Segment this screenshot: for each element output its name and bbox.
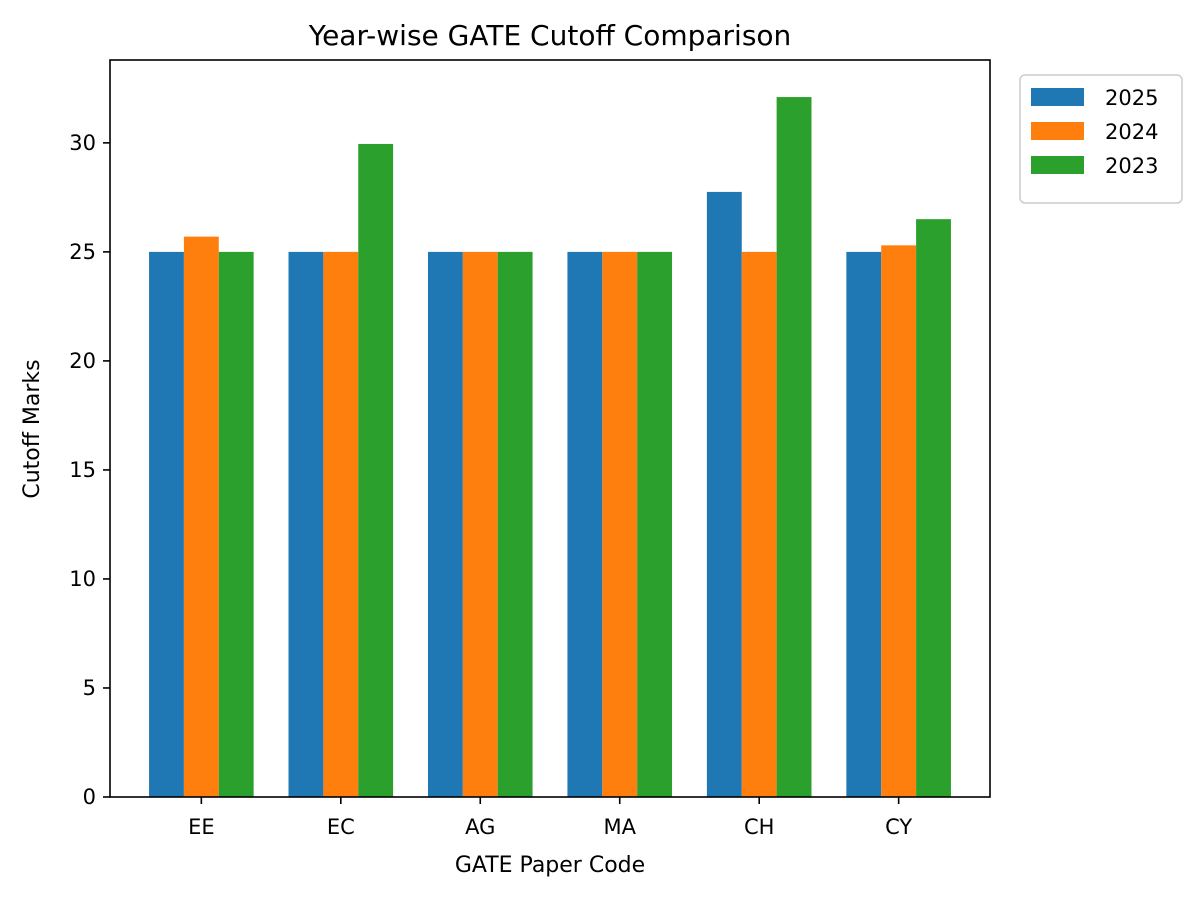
- legend-swatch-2023: [1031, 156, 1084, 174]
- bar-2023-EC: [358, 143, 394, 797]
- legend-swatch-2025: [1031, 88, 1084, 106]
- bar-2024-EE: [183, 236, 219, 797]
- x-tick-label: AG: [465, 815, 495, 839]
- bar-2024-CY: [881, 245, 917, 798]
- x-axis-label: GATE Paper Code: [455, 853, 645, 878]
- x-tick-label: EE: [188, 815, 215, 839]
- y-tick-label: 15: [69, 458, 96, 482]
- bar-2023-MA: [637, 251, 673, 797]
- bar-2025-MA: [567, 251, 603, 797]
- plot-frame: [109, 59, 991, 798]
- chart-title: Year-wise GATE Cutoff Comparison: [308, 19, 792, 52]
- bar-2024-EC: [323, 251, 359, 797]
- y-tick-label: 30: [69, 131, 96, 155]
- x-tick-label: MA: [603, 815, 636, 839]
- bar-2023-CY: [916, 219, 951, 797]
- bar-2025-AG: [427, 251, 463, 797]
- bar-2025-EC: [288, 251, 324, 797]
- bar-2025-CH: [706, 191, 742, 797]
- bar-2023-CH: [776, 97, 812, 797]
- bar-2025-CY: [846, 251, 882, 797]
- legend-swatch-2024: [1031, 122, 1084, 140]
- y-tick-label: 10: [69, 567, 96, 591]
- y-tick-label: 20: [69, 349, 96, 373]
- bar-2024-AG: [462, 251, 498, 797]
- x-tick-label: CH: [744, 815, 774, 839]
- legend: 2025 2024 2023: [1019, 74, 1183, 204]
- y-tick-label: 25: [69, 240, 96, 264]
- bar-2023-AG: [497, 251, 533, 797]
- y-tick-label: 5: [83, 676, 96, 700]
- bar-2024-CH: [741, 251, 777, 797]
- x-tick-label: EC: [327, 815, 355, 839]
- legend-label: 2023: [1105, 154, 1158, 178]
- bar-2023-EE: [218, 251, 254, 797]
- bar-2025-EE: [149, 251, 184, 797]
- x-tick-label: CY: [885, 815, 912, 839]
- y-tick-label: 0: [83, 785, 96, 809]
- legend-label: 2025: [1105, 86, 1158, 110]
- bar-2024-MA: [602, 251, 638, 797]
- y-axis-label: Cutoff Marks: [20, 359, 45, 498]
- legend-label: 2024: [1105, 120, 1158, 144]
